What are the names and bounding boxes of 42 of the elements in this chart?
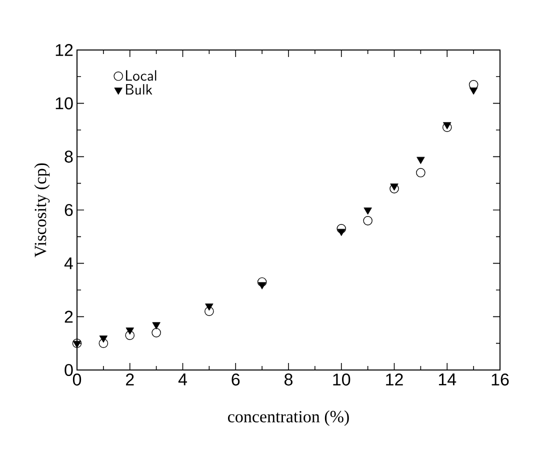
point [204, 306, 214, 316]
point [125, 330, 135, 340]
x-tick-label: 0 [72, 374, 82, 386]
point [205, 304, 214, 311]
point [469, 88, 478, 95]
point [258, 282, 266, 290]
x-tick-label: 10 [333, 374, 350, 386]
x-tick-label: 6 [232, 374, 240, 386]
point [336, 224, 346, 234]
legend-label: Local [126, 70, 156, 81]
y-tick-label: 2 [64, 310, 73, 323]
point [152, 322, 160, 330]
y-axis-title: Viscosity (cp) [34, 163, 50, 258]
x-tick-label: 4 [178, 374, 187, 386]
point [98, 338, 108, 348]
point [390, 184, 399, 194]
point [152, 328, 161, 338]
point [363, 216, 372, 226]
x-tick-label: 12 [386, 374, 403, 386]
y-tick-label: 8 [64, 150, 73, 163]
y-tick-label: 12 [56, 44, 73, 56]
point [442, 122, 452, 132]
point [364, 208, 372, 215]
y-tick-label: 10 [56, 97, 73, 110]
point [99, 336, 108, 343]
point [416, 168, 426, 178]
x-tick-label: 2 [126, 374, 134, 386]
point [337, 228, 346, 236]
y-tick-label: 4 [64, 257, 73, 270]
x-axis-title: concentration (%) [228, 410, 349, 426]
y-tick-label: 0 [64, 364, 73, 376]
point [390, 184, 398, 191]
legend-label: Bulk [126, 84, 152, 95]
point [443, 122, 452, 130]
point [416, 156, 425, 164]
x-tick-label: 14 [438, 374, 456, 386]
point [468, 80, 478, 90]
x-tick-label: 16 [492, 374, 509, 386]
point [257, 277, 267, 287]
y-tick-label: 6 [64, 204, 73, 216]
point [126, 328, 134, 335]
x-tick-label: 8 [284, 374, 292, 386]
